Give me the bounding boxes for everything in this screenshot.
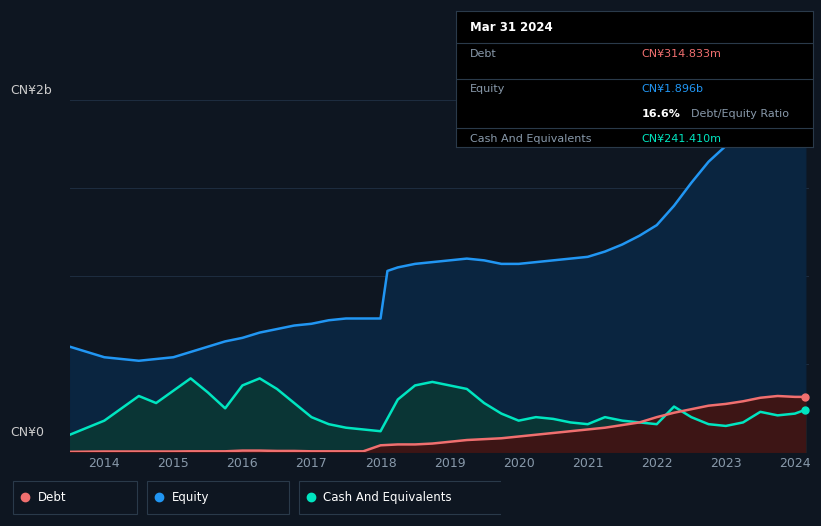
Text: CN¥2b: CN¥2b bbox=[10, 84, 52, 97]
Text: CN¥0: CN¥0 bbox=[10, 426, 44, 439]
Text: Mar 31 2024: Mar 31 2024 bbox=[470, 22, 553, 35]
Text: Cash And Equivalents: Cash And Equivalents bbox=[323, 491, 452, 503]
Text: Equity: Equity bbox=[172, 491, 209, 503]
Text: CN¥1.896b: CN¥1.896b bbox=[641, 84, 704, 94]
Text: CN¥314.833m: CN¥314.833m bbox=[641, 49, 721, 59]
Text: Debt: Debt bbox=[470, 49, 497, 59]
Text: Equity: Equity bbox=[470, 84, 505, 94]
Text: Debt/Equity Ratio: Debt/Equity Ratio bbox=[691, 109, 789, 119]
Text: Debt: Debt bbox=[38, 491, 67, 503]
Text: 16.6%: 16.6% bbox=[641, 109, 681, 119]
Text: Cash And Equivalents: Cash And Equivalents bbox=[470, 134, 591, 144]
Text: CN¥241.410m: CN¥241.410m bbox=[641, 134, 722, 144]
